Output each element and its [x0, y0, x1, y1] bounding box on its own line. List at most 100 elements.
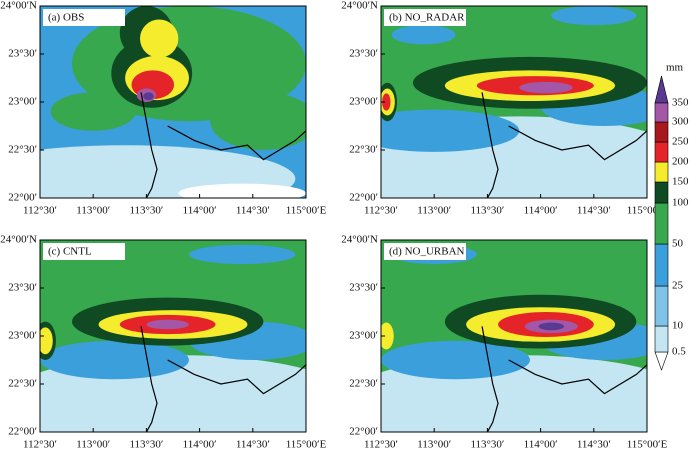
colorbar-label: 10 [672, 320, 684, 332]
colorbar-segment [654, 181, 669, 204]
precip-area [188, 244, 296, 264]
colorbar-segment [654, 102, 669, 123]
y-tick-label: 23°30′ [8, 48, 37, 60]
y-tick-label: 23°00′ [8, 330, 37, 342]
x-tick-label: 115°00′E [627, 439, 668, 451]
y-tick-label: 23°30′ [349, 48, 378, 60]
coastline [167, 125, 306, 161]
x-tick-label: 115°00′E [286, 205, 327, 217]
panel-label: (a) OBS [48, 12, 84, 24]
map-panel [381, 240, 647, 432]
x-tick-label: 113°00′ [417, 205, 451, 217]
x-tick-label: 113°30′ [470, 205, 504, 217]
y-tick-label: 22°00′ [8, 426, 37, 438]
y-tick-label: 22°00′ [8, 192, 37, 204]
x-tick-label: 112°30′ [23, 439, 57, 451]
colorbar-label: 25 [672, 280, 684, 292]
colorbar-segment [654, 243, 669, 287]
precip-area [50, 92, 136, 131]
y-tick-label: 22°30′ [8, 378, 37, 390]
x-tick-label: 114°30′ [236, 205, 270, 217]
colorbar-label: 200 [672, 156, 689, 168]
panel-label: (b) NO_RADAR [389, 12, 465, 24]
coastline [481, 92, 499, 198]
precip-area [382, 93, 391, 111]
colorbar-label: 0.5 [672, 346, 686, 358]
coastline [508, 125, 647, 161]
colorbar-segment [654, 325, 669, 353]
coastline [140, 326, 158, 432]
x-tick-label: 113°30′ [470, 439, 504, 451]
map-panel [40, 6, 306, 198]
precip-area [143, 92, 154, 101]
colorbar-segment [654, 121, 669, 143]
coastline [167, 359, 306, 395]
precip-area [538, 322, 565, 331]
colorbar-segment [654, 285, 669, 327]
colorbar-label: 250 [672, 136, 689, 148]
precip-area [146, 319, 189, 330]
colorbar-label: 300 [672, 116, 689, 128]
panel-label-box [43, 9, 125, 26]
panel-label: (c) CNTL [48, 246, 92, 258]
precip-area [381, 109, 520, 152]
precip-area [391, 25, 456, 45]
coastline [140, 92, 158, 198]
x-tick-label: 115°00′E [286, 439, 327, 451]
colorbar-segment [654, 161, 669, 183]
x-tick-label: 114°00′ [183, 439, 217, 451]
panel-label-box [384, 9, 466, 26]
colorbar-label: 350 [672, 97, 689, 109]
coastline [508, 359, 647, 395]
y-tick-label: 24°00′N [341, 0, 378, 12]
x-tick-label: 113°00′ [76, 439, 110, 451]
colorbar-segment [654, 202, 669, 245]
y-tick-label: 23°30′ [349, 282, 378, 294]
x-tick-label: 114°00′ [524, 205, 558, 217]
x-tick-label: 113°00′ [76, 205, 110, 217]
colorbar-unit: mm [666, 62, 684, 74]
y-tick-label: 24°00′N [0, 234, 37, 246]
x-tick-label: 114°00′ [183, 205, 217, 217]
y-tick-label: 23°00′ [349, 330, 378, 342]
y-tick-label: 23°00′ [8, 96, 37, 108]
y-tick-label: 24°00′N [341, 234, 378, 246]
panel-label: (d) NO_URBAN [389, 246, 465, 258]
colorbar-triangle [654, 351, 669, 371]
precip-area [40, 327, 53, 355]
precip-area [551, 6, 637, 26]
y-tick-label: 22°30′ [349, 144, 378, 156]
precip-area [140, 19, 179, 58]
colorbar-triangle [654, 75, 669, 104]
panel-label-box [384, 243, 466, 260]
precip-area [210, 92, 306, 150]
precip-area [381, 340, 530, 380]
x-tick-label: 114°00′ [524, 439, 558, 451]
y-tick-label: 24°00′N [0, 0, 37, 12]
x-tick-label: 114°30′ [577, 205, 611, 217]
coastline [481, 326, 499, 432]
y-tick-label: 22°30′ [349, 378, 378, 390]
map-panel [40, 240, 306, 432]
x-tick-label: 112°30′ [23, 205, 57, 217]
y-tick-label: 23°30′ [8, 282, 37, 294]
x-tick-label: 113°30′ [129, 205, 163, 217]
map-panel [381, 6, 647, 198]
colorbar-segment [654, 141, 669, 163]
x-tick-label: 114°30′ [577, 439, 611, 451]
x-tick-label: 113°30′ [129, 439, 163, 451]
y-tick-label: 22°00′ [349, 426, 378, 438]
x-tick-label: 114°30′ [236, 439, 270, 451]
precip-area [40, 340, 189, 380]
colorbar-label: 100 [672, 197, 689, 209]
precip-area [178, 183, 306, 198]
colorbar-label: 150 [672, 176, 689, 188]
precip-area [381, 322, 394, 350]
x-tick-label: 112°30′ [364, 205, 398, 217]
panel-label-box [43, 243, 125, 260]
y-tick-label: 23°00′ [349, 96, 378, 108]
x-tick-label: 113°00′ [417, 439, 451, 451]
precip-area [519, 81, 573, 94]
colorbar-label: 50 [672, 238, 684, 250]
